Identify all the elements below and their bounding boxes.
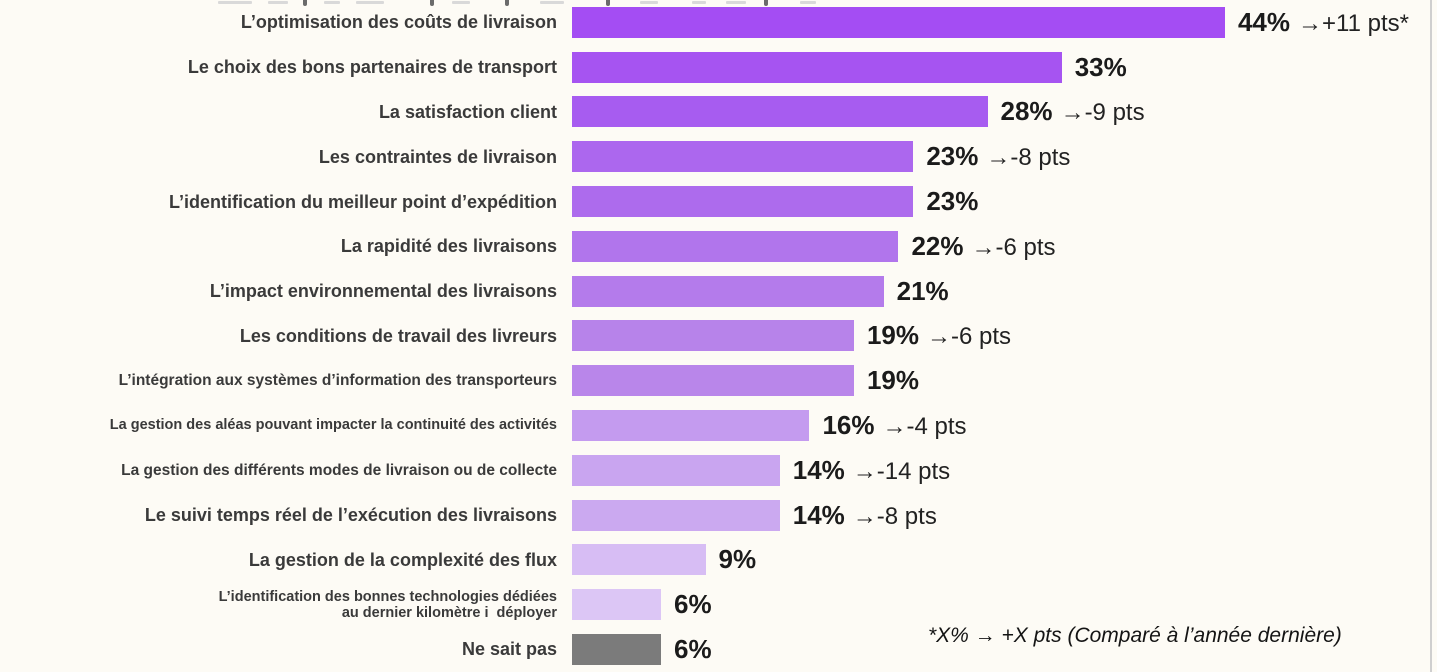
bar (572, 141, 914, 173)
chart-row: L’intégration aux systèmes d’information… (0, 358, 1437, 403)
right-edge-divider (1430, 0, 1432, 672)
bar-percentage: 23% (926, 141, 979, 172)
bar-label: Ne sait pas (461, 639, 557, 660)
bar (572, 410, 810, 442)
bar-change-vs-last-year: →-6 pts (971, 233, 1056, 261)
bar-value: 6% (674, 634, 712, 665)
bar-percentage: 14% (792, 454, 845, 485)
chart-row: L’identification des bonnes technologies… (0, 582, 1437, 627)
bar-change-vs-last-year: →-9 pts (1060, 99, 1145, 127)
bar-label: L’optimisation des coûts de livraison (240, 12, 557, 33)
bar-value: 33% (1075, 52, 1127, 83)
chart-row: La gestion de la complexité des flux 9% (0, 538, 1437, 583)
bar-percentage: 19% (866, 320, 919, 351)
bar-change-vs-last-year: →-8 pts (986, 144, 1071, 172)
bar-value: 16% →-4 pts (822, 410, 966, 441)
bar (572, 499, 780, 531)
cropped-header-remnant (0, 0, 1437, 6)
bar (572, 6, 1225, 38)
chart-row: Les conditions de travail des livreurs 19… (0, 314, 1437, 359)
bar-value: 14% →-8 pts (793, 500, 937, 531)
bar (572, 544, 706, 576)
bar-percentage: 19% (866, 365, 919, 396)
bar-label: Le suivi temps réel de l’exécution des l… (144, 505, 557, 526)
bar-percentage: 6% (674, 634, 712, 665)
bar-value: 19% →-6 pts (867, 320, 1011, 351)
bar-label: L’impact environnemental des livraisons (209, 281, 557, 302)
bar-value: 22% →-6 pts (911, 231, 1055, 262)
bar-change-vs-last-year: →-4 pts (882, 413, 967, 441)
bar-label: Le choix des bons partenaires de transpo… (187, 57, 557, 78)
bar (572, 320, 854, 352)
bar (572, 454, 780, 486)
bar-percentage: 22% (911, 230, 964, 261)
bar-percentage: 23% (926, 186, 979, 217)
bar (572, 365, 854, 397)
bar-value: 23% (926, 186, 978, 217)
bar-percentage: 33% (1074, 51, 1127, 82)
bar-label: La gestion de la complexité des flux (248, 549, 557, 570)
bar-change-vs-last-year: →-8 pts (852, 502, 937, 530)
bar-label: La rapidité des livraisons (340, 236, 557, 257)
bar-label: Les contraintes de livraison (318, 146, 557, 167)
bar-percentage: 21% (896, 275, 949, 306)
bar-percentage: 9% (718, 544, 757, 575)
bar-value: 19% (867, 365, 919, 396)
bar-value: 23% →-8 pts (926, 141, 1070, 172)
bar (572, 275, 884, 307)
chart-row: L’optimisation des coûts de livraison 44%… (0, 0, 1437, 45)
chart-row: Le choix des bons partenaires de transpo… (0, 45, 1437, 90)
bar-label: La gestion des différents modes de livra… (121, 461, 557, 479)
chart-row: Le suivi temps réel de l’exécution des l… (0, 493, 1437, 538)
bar (572, 589, 662, 621)
bar-value: 28% →-9 pts (1001, 96, 1145, 127)
bar-label: Les conditions de travail des livreurs (239, 325, 557, 346)
bar (572, 186, 914, 218)
bar-label: L’identification des bonnes technologies… (218, 588, 557, 621)
bar (572, 51, 1062, 83)
chart-footnote: *X% → +X pts (Comparé à l’année dernière… (928, 624, 1342, 647)
bar-change-vs-last-year: →-6 pts (927, 323, 1012, 351)
bar (572, 96, 988, 128)
bar (572, 634, 662, 666)
chart-row: La rapidité des livraisons 22% →-6 pts (0, 224, 1437, 269)
chart-row: Les contraintes de livraison 23% →-8 pts (0, 134, 1437, 179)
chart-row: La satisfaction client 28% →-9 pts (0, 90, 1437, 135)
chart-row: L’identification du meilleur point d’exp… (0, 179, 1437, 224)
bar (572, 230, 899, 262)
bar-percentage: 16% (822, 410, 875, 441)
bar-percentage: 14% (792, 499, 845, 530)
bar-change-vs-last-year: →+11 pts* (1298, 9, 1409, 37)
bar-value: 21% (897, 276, 949, 307)
chart-row: Ne sait pas 6% (0, 627, 1437, 672)
chart-row: La gestion des aléas pouvant impacter la… (0, 403, 1437, 448)
bar-value: 6% (674, 589, 712, 620)
bar-label: L’identification du meilleur point d’exp… (168, 191, 557, 212)
bar-percentage: 6% (674, 589, 712, 620)
bar-label: La satisfaction client (378, 101, 557, 122)
bar-label: La gestion des aléas pouvant impacter la… (109, 417, 557, 434)
chart-row: L’impact environnemental des livraisons 2… (0, 269, 1437, 314)
bar-percentage: 28% (1000, 96, 1053, 127)
chart-row: La gestion des différents modes de livra… (0, 448, 1437, 493)
bar-value: 9% (719, 544, 757, 575)
bar-change-vs-last-year: →-14 pts (852, 457, 951, 485)
bar-percentage: 44% (1237, 6, 1290, 37)
bar-label: L’intégration aux systèmes d’information… (118, 372, 557, 390)
bar-value: 44% →+11 pts* (1238, 7, 1409, 38)
bar-value: 14% →-14 pts (793, 455, 950, 486)
